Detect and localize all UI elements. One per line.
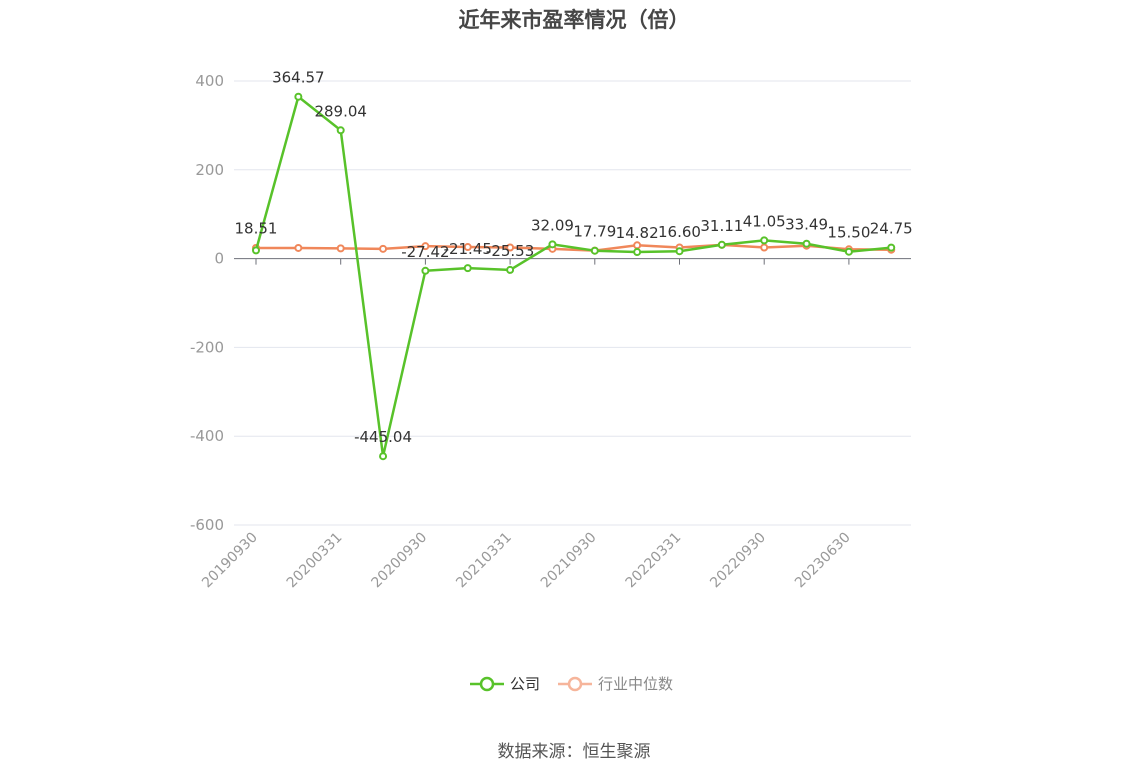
point-company xyxy=(463,264,472,273)
x-tick-label: 20200331 xyxy=(284,530,346,592)
series xyxy=(252,92,896,461)
x-tick-label: 20210930 xyxy=(538,530,600,592)
y-tick-label: -600 xyxy=(190,516,224,534)
y-tick-label: 200 xyxy=(195,161,224,179)
point-company xyxy=(421,266,430,275)
legend-item-industry[interactable]: 行业中位数 xyxy=(558,673,673,694)
point-company xyxy=(548,240,557,249)
x-tick-label: 20200930 xyxy=(369,530,431,592)
data-label: 15.50 xyxy=(827,224,870,242)
data-label: 289.04 xyxy=(314,102,367,120)
grid-lines xyxy=(234,80,911,526)
point-industry xyxy=(421,242,430,251)
data-label: 41.05 xyxy=(743,212,786,230)
data-label: 33.49 xyxy=(785,216,828,234)
point-industry xyxy=(463,243,472,252)
chart-title: 近年来市盈率情况（倍） xyxy=(458,8,690,32)
x-tick-label: 20230630 xyxy=(792,530,854,592)
data-labels: 18.51 364.57 289.04 -445.04 -27.42-21.45-25.… xyxy=(235,69,913,446)
point-company xyxy=(379,452,388,461)
point-company xyxy=(802,239,811,248)
source-note: 数据来源：恒生聚源 xyxy=(497,742,651,762)
point-industry xyxy=(506,243,515,252)
point-industry xyxy=(379,244,388,253)
data-label: 14.82 xyxy=(616,224,659,242)
point-company xyxy=(633,248,642,257)
x-tick-label: 20190930 xyxy=(199,530,261,592)
data-label: -27.42 xyxy=(401,243,449,261)
point-company xyxy=(675,247,684,256)
point-company xyxy=(336,126,345,135)
point-company xyxy=(294,92,303,101)
series-line-company xyxy=(254,95,892,458)
data-label: -25.53 xyxy=(486,242,534,260)
legend-label-industry: 行业中位数 xyxy=(598,675,674,693)
point-industry xyxy=(336,244,345,253)
data-label: 32.09 xyxy=(531,216,574,234)
data-label: 17.79 xyxy=(573,223,616,241)
data-label: 31.11 xyxy=(700,217,743,235)
series-line-industry xyxy=(256,243,892,252)
point-company xyxy=(887,243,896,252)
point-company xyxy=(590,246,599,255)
y-tick-label: 400 xyxy=(195,72,224,90)
data-label: 16.60 xyxy=(658,223,701,241)
y-tick-label: -400 xyxy=(190,427,224,445)
legend: 公司 行业中位数 xyxy=(470,673,691,694)
point-company xyxy=(717,240,726,249)
point-company xyxy=(252,246,260,255)
point-industry xyxy=(294,243,303,252)
point-industry xyxy=(760,243,769,252)
x-tick-label: 20220331 xyxy=(623,530,685,592)
data-label: 24.75 xyxy=(870,220,913,238)
x-tick-label: 20220930 xyxy=(707,530,769,592)
legend-label-company: 公司 xyxy=(510,675,541,693)
data-label: 364.57 xyxy=(272,69,325,87)
point-company xyxy=(844,247,853,256)
legend-item-company[interactable]: 公司 xyxy=(470,673,540,694)
point-company xyxy=(506,265,515,274)
point-industry xyxy=(633,241,642,250)
data-label: -445.04 xyxy=(354,428,412,446)
data-label: 18.51 xyxy=(235,219,278,237)
point-company xyxy=(760,236,769,245)
data-label: -21.45 xyxy=(444,240,492,258)
x-tick-label: 20210331 xyxy=(453,530,515,592)
legend-marker-company xyxy=(470,676,504,691)
y-tick-label: 0 xyxy=(214,250,224,268)
legend-marker-industry xyxy=(558,676,593,691)
y-tick-label: -200 xyxy=(190,338,224,356)
